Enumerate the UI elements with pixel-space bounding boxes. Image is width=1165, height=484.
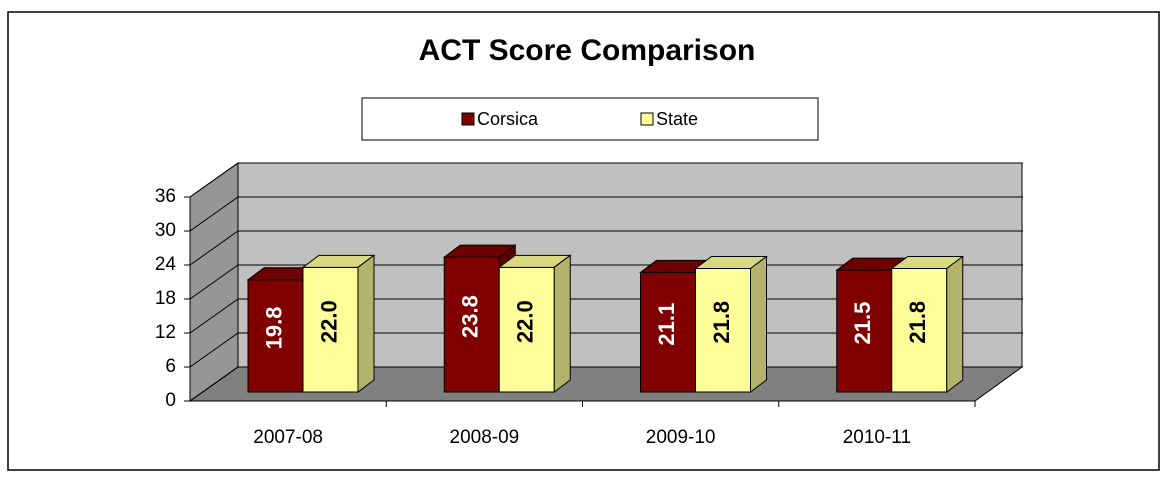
x-tick-label: 2010-11 (843, 427, 911, 448)
y-tick-label: 30 (155, 220, 176, 241)
bar-front (891, 267, 948, 393)
legend-label: State (656, 109, 698, 129)
value-label: 21.8 (905, 301, 930, 344)
x-tick-label: 2007-08 (253, 427, 323, 448)
bar-side (946, 255, 964, 393)
value-label: 22.0 (513, 300, 538, 343)
bar-front (836, 269, 893, 393)
grid-line (189, 230, 1023, 266)
bar-front (247, 279, 304, 393)
value-label: 19.8 (261, 306, 286, 349)
grid-line (189, 196, 1023, 232)
x-tick-label: 2008-09 (450, 427, 520, 448)
bar-side (750, 255, 767, 393)
y-tick-label: 24 (155, 254, 177, 275)
legend-box (361, 97, 819, 141)
chart-title: ACT Score Comparison (419, 34, 756, 67)
bar-side (357, 254, 375, 393)
y-tick-label: 12 (155, 322, 176, 343)
bar-front (498, 266, 555, 393)
value-label: 21.5 (850, 302, 875, 345)
value-label: 22.0 (316, 300, 341, 343)
bar-front (302, 266, 359, 393)
bar (301, 254, 376, 393)
bar (890, 255, 965, 393)
y-tick-label: 36 (155, 186, 176, 207)
legend-swatch (461, 112, 475, 126)
legend-swatch (640, 112, 654, 126)
value-label: 21.8 (709, 301, 734, 344)
grid-line (189, 162, 1023, 198)
bar-front (695, 267, 751, 393)
bar (497, 254, 572, 393)
bar-front (443, 256, 500, 393)
value-label: 23.8 (458, 295, 483, 338)
value-label: 21.1 (654, 303, 679, 346)
x-tick-label: 2009-10 (646, 427, 716, 448)
bar (694, 255, 768, 393)
y-tick-label: 0 (165, 390, 176, 411)
y-tick-label: 6 (165, 356, 176, 377)
bar-side (553, 254, 571, 393)
y-tick-label: 18 (155, 288, 176, 309)
legend-label: Corsica (477, 109, 539, 129)
